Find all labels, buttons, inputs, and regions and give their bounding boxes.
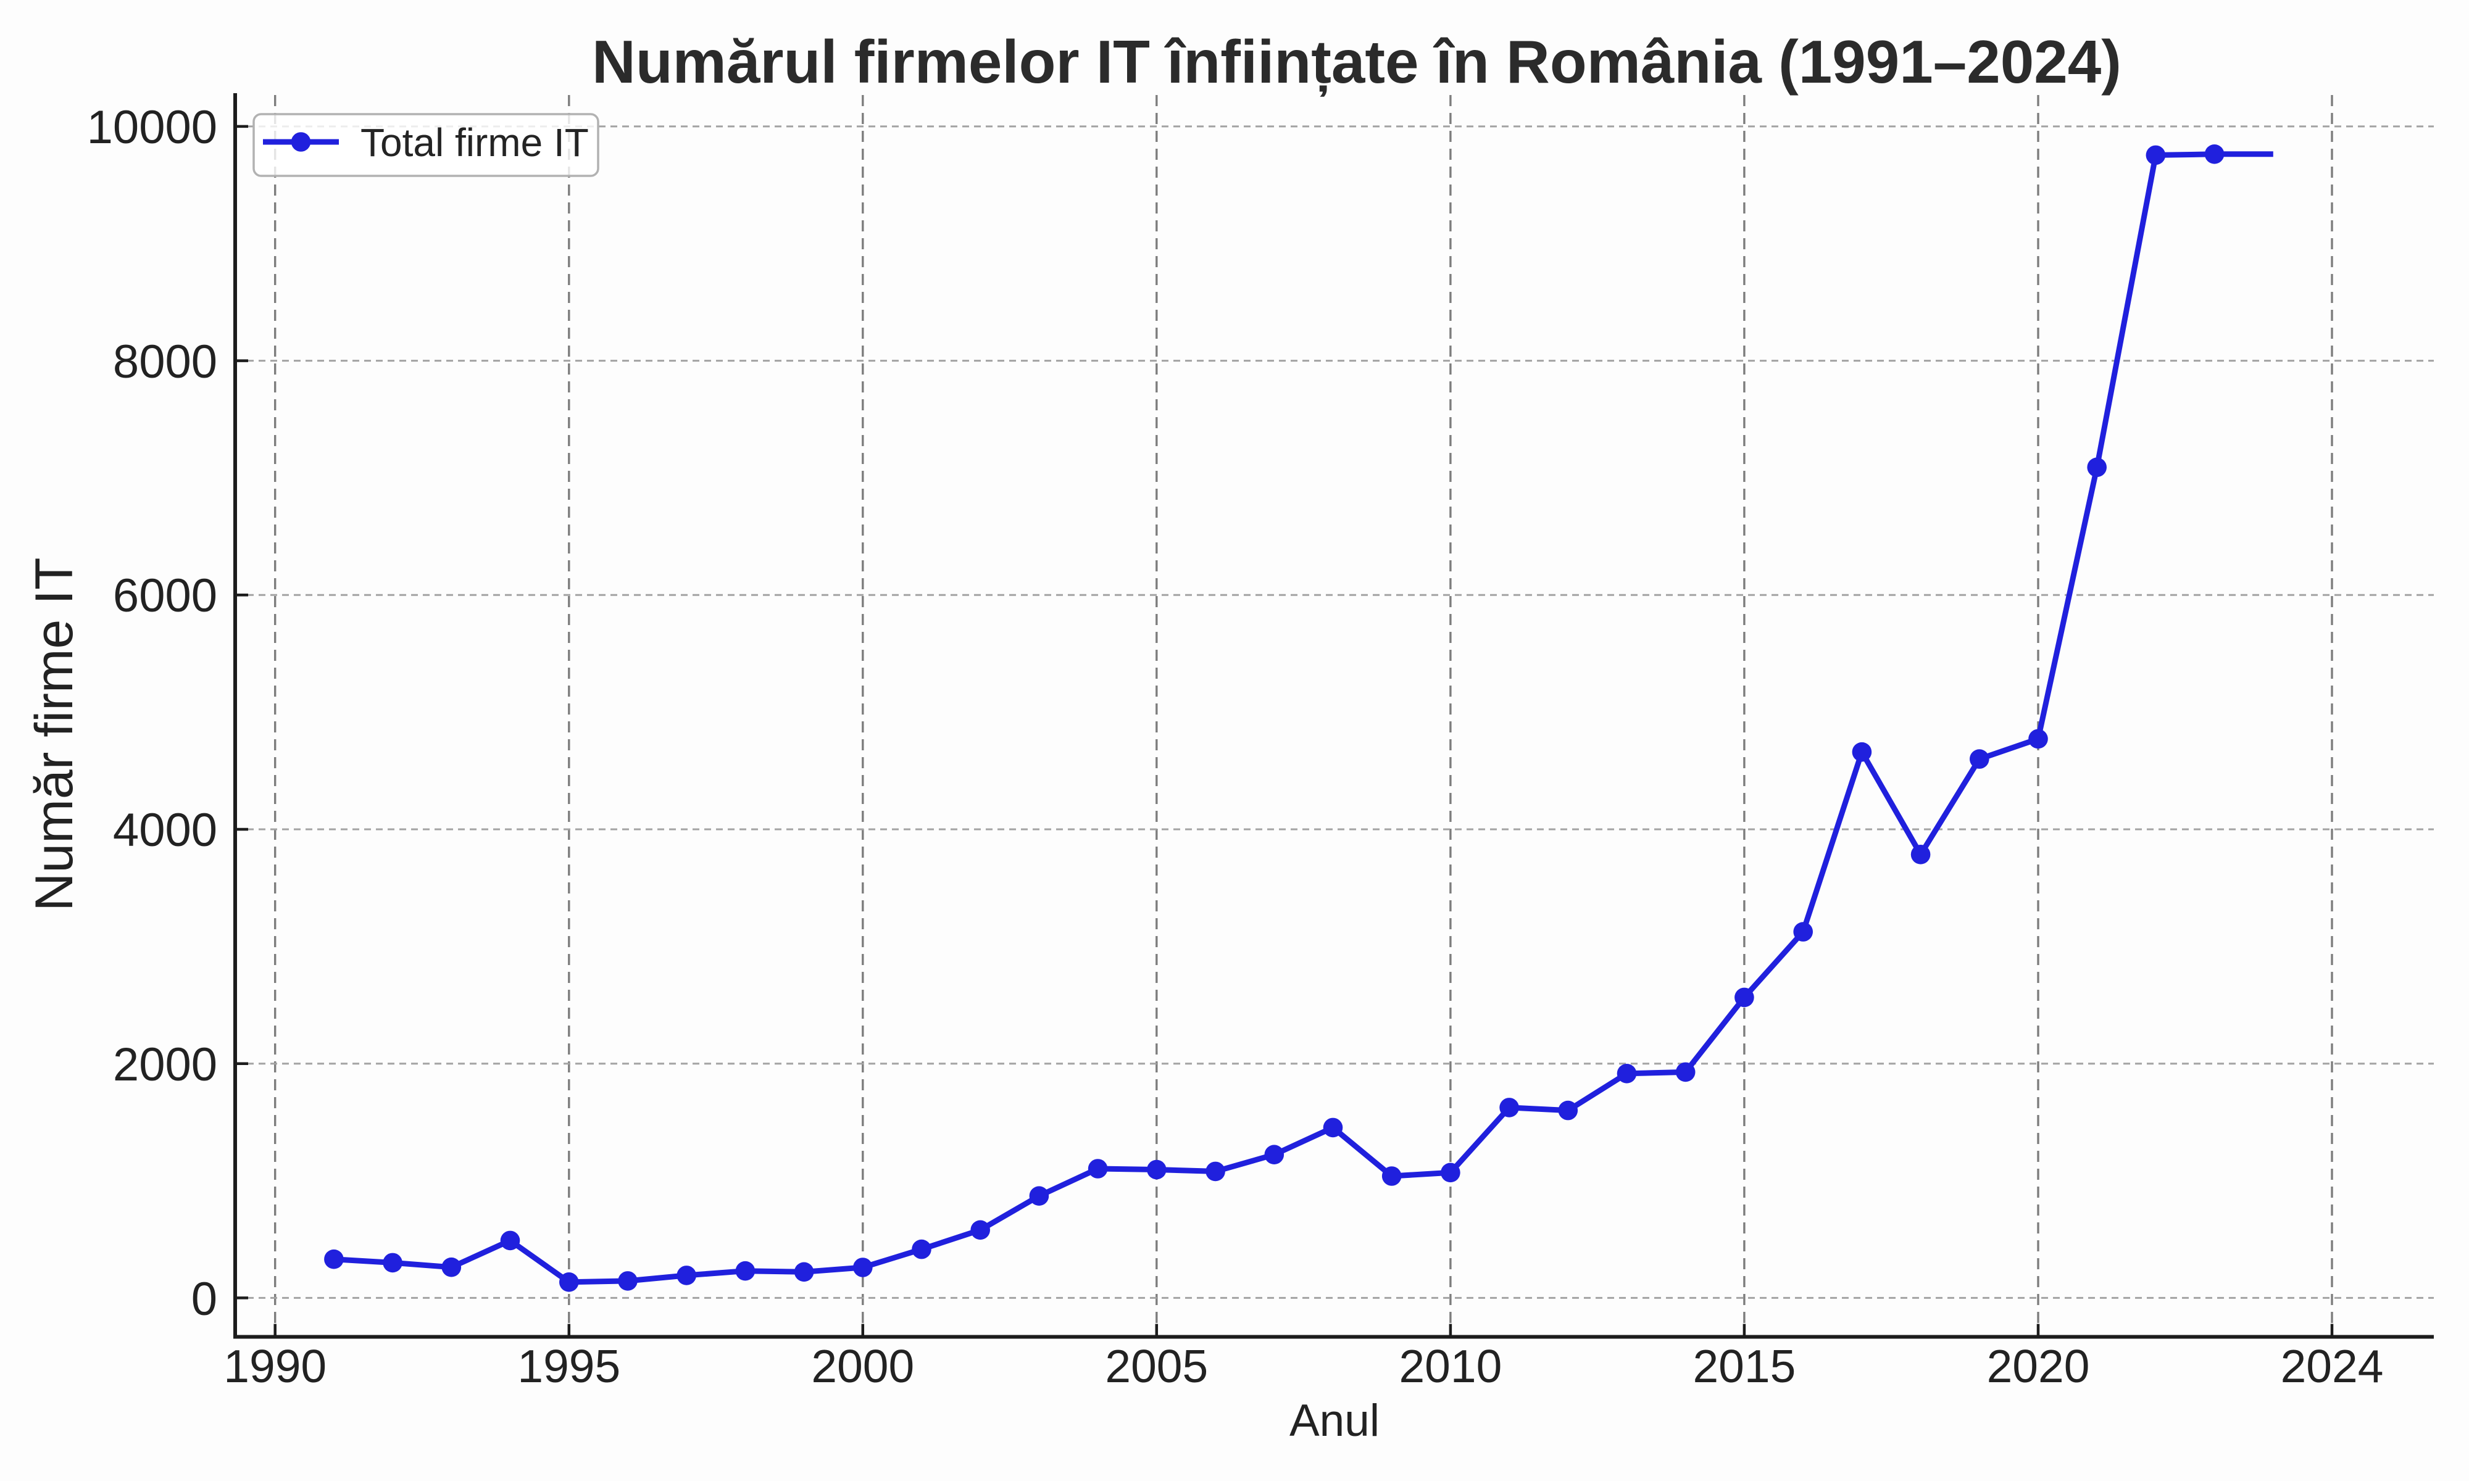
svg-text:2020: 2020 [1987,1340,2090,1392]
svg-text:Numărul firmelor IT înființate: Numărul firmelor IT înființate în Români… [592,28,2121,97]
svg-text:Anul: Anul [1289,1396,1380,1446]
svg-text:Total firme IT: Total firme IT [360,120,589,165]
svg-text:2024: 2024 [2281,1340,2384,1392]
svg-text:6000: 6000 [113,570,217,622]
svg-text:2015: 2015 [1692,1340,1796,1392]
svg-text:10000: 10000 [87,101,217,154]
svg-text:1995: 1995 [517,1340,620,1392]
svg-text:0: 0 [191,1273,217,1325]
svg-text:Număr firme IT: Număr firme IT [25,557,84,911]
svg-text:1990: 1990 [223,1340,327,1392]
svg-text:4000: 4000 [113,804,217,856]
svg-text:2010: 2010 [1399,1340,1502,1392]
svg-text:2000: 2000 [811,1340,914,1392]
svg-text:2000: 2000 [113,1038,217,1091]
svg-text:8000: 8000 [113,336,217,388]
svg-text:2005: 2005 [1105,1340,1208,1392]
